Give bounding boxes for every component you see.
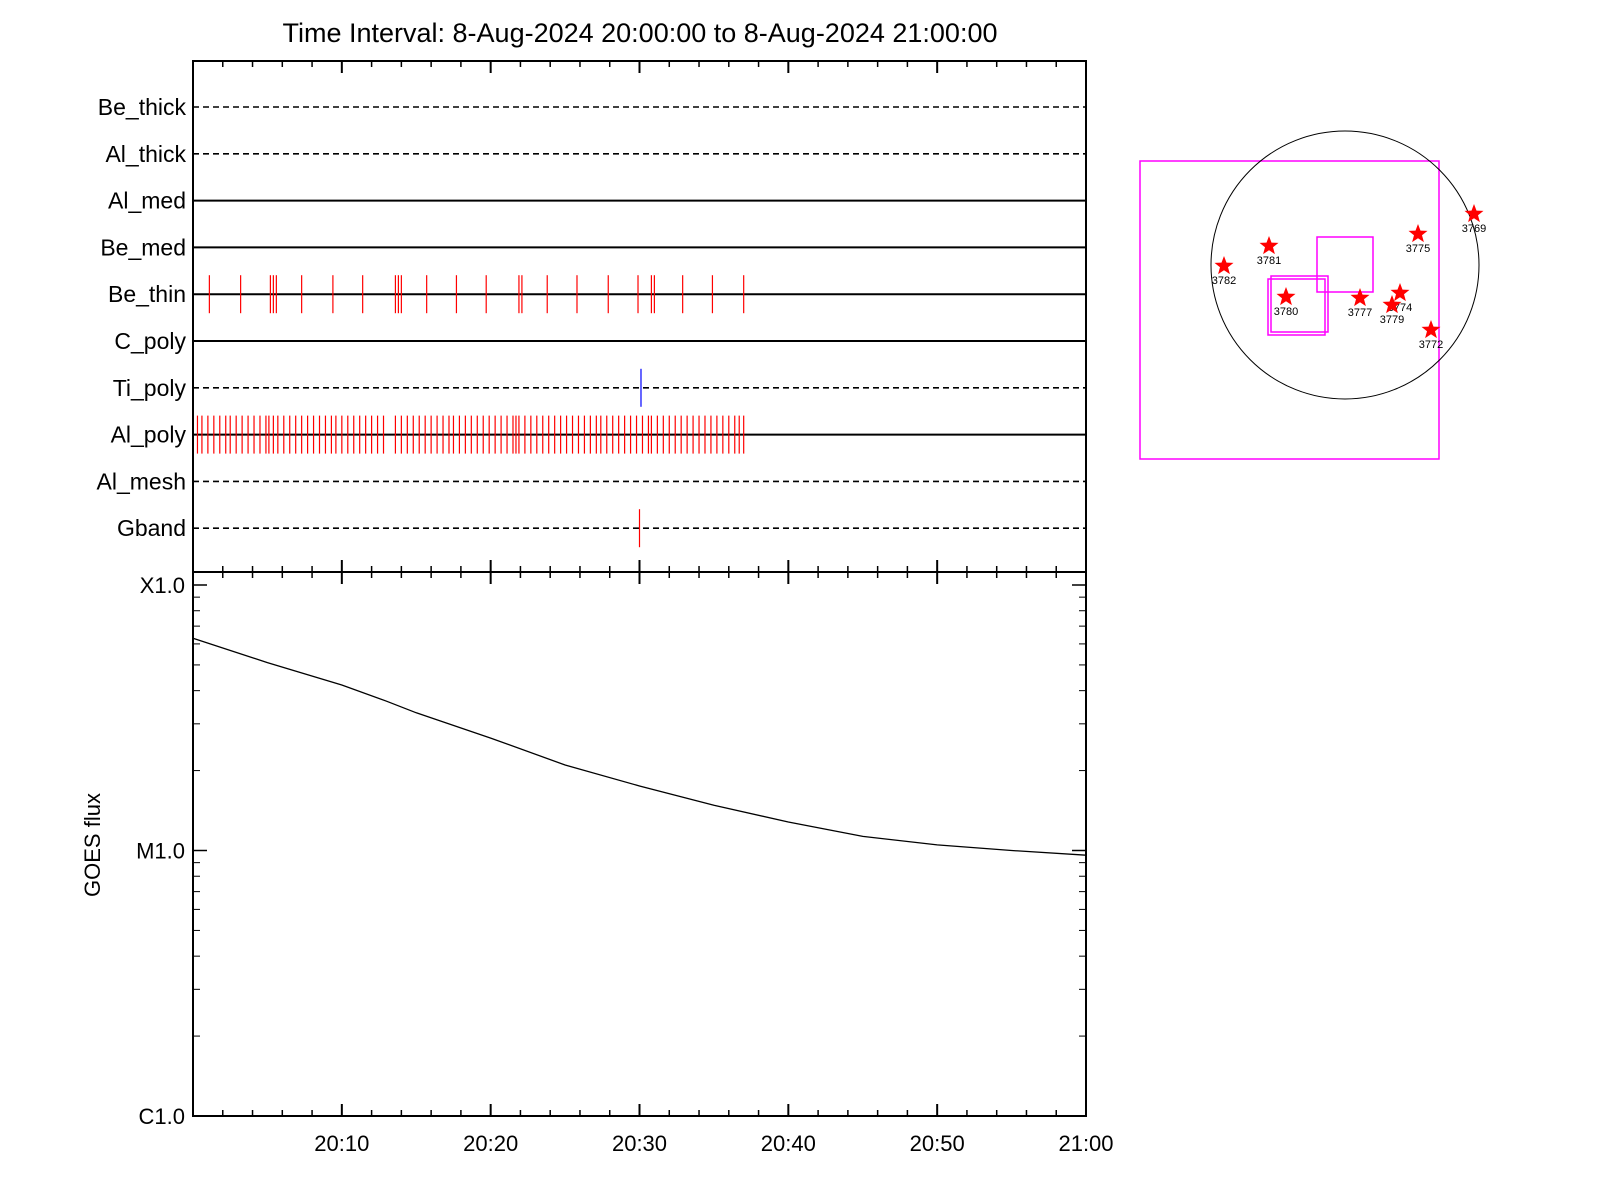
active-region-3779: 3779: [1380, 295, 1404, 326]
region-label: 3779: [1380, 314, 1404, 326]
region-star-icon: [1259, 236, 1279, 255]
region-label: 3782: [1212, 275, 1236, 287]
timeline-row-al_mesh: Al_mesh: [97, 468, 1086, 494]
region-label: 3777: [1348, 307, 1372, 319]
timeline-row-label: Al_mesh: [97, 468, 186, 494]
timeline-row-be_thick: Be_thick: [98, 94, 1086, 120]
timeline-row-label: Be_thick: [98, 94, 187, 120]
timeline-row-label: Al_med: [108, 188, 186, 214]
timeline-row-al_med: Al_med: [108, 188, 1086, 214]
region-star-icon: [1464, 204, 1484, 223]
active-region-3777: 3777: [1348, 288, 1372, 319]
goes-x-tick-label: 20:10: [314, 1131, 369, 1156]
filter-timeline-panel: Be_thick Al_thick Al_med Be_med Be_thin C_pol…: [97, 60, 1087, 573]
region-star-icon: [1350, 288, 1370, 307]
goes-y-axis-label: GOES flux: [80, 793, 105, 897]
fov-box-large: [1139, 160, 1440, 460]
region-label: 3775: [1406, 243, 1430, 255]
fov-box-small-1: [1267, 278, 1326, 336]
timeline-row-be_thin: Be_thin: [108, 275, 1086, 314]
goes-x-tick-label: 20:30: [612, 1131, 667, 1156]
active-region-3782: 3782: [1212, 256, 1236, 287]
goes-x-tick-label: 20:20: [463, 1131, 518, 1156]
goes-x-tick-label: 20:50: [910, 1131, 965, 1156]
timeline-row-label: C_poly: [114, 328, 186, 354]
timeline-row-label: Ti_poly: [113, 375, 187, 401]
solar-disk: [1210, 130, 1480, 400]
region-label: 3781: [1257, 255, 1281, 267]
fov-box-small-2: [1270, 275, 1329, 333]
timeline-row-label: Be_med: [100, 234, 186, 260]
active-region-3775: 3775: [1406, 224, 1430, 255]
timeline-row-be_med: Be_med: [100, 234, 1086, 260]
region-label: 3772: [1419, 339, 1443, 351]
goes-y-tick-label: C1.0: [139, 1104, 185, 1129]
timeline-frame: [192, 60, 1087, 573]
region-star-icon: [1421, 320, 1441, 339]
timeline-row-label: Gband: [117, 515, 186, 541]
timeline-row-c_poly: C_poly: [114, 328, 1086, 354]
timeline-row-label: Al_thick: [105, 141, 186, 167]
region-star-icon: [1390, 283, 1410, 302]
timeline-ticks: [192, 61, 1087, 572]
active-region-3772: 3772: [1419, 320, 1443, 351]
fov-box-center: [1316, 236, 1374, 293]
timeline-row-label: Be_thin: [108, 281, 186, 307]
active-region-3780: 3780: [1274, 287, 1298, 318]
goes-flux-panel: X1.0 M1.0 C1.0 20:10 20:20 20:30 20:40 20:50 21…: [80, 571, 1114, 1156]
timeline-rows: Be_thick Al_thick Al_med Be_med Be_thin C_pol…: [97, 94, 1086, 548]
timeline-row-ti_poly: Ti_poly: [113, 368, 1086, 407]
goes-frame: [192, 571, 1087, 1117]
region-star-icon: [1214, 256, 1234, 275]
region-star-icon: [1276, 287, 1296, 306]
goes-series: [192, 637, 1087, 856]
goes-flux-line: [192, 637, 1087, 856]
chart-title: Time Interval: 8-Aug-2024 20:00:00 to 8-…: [283, 18, 998, 48]
timeline-row-al_poly: Al_poly: [111, 415, 1086, 454]
goes-x-ticks: 20:10 20:20 20:30 20:40 20:50 21:00: [192, 572, 1114, 1156]
goes-x-tick-label: 20:40: [761, 1131, 816, 1156]
timeline-row-al_thick: Al_thick: [105, 141, 1086, 167]
timeline-row-label: Al_poly: [111, 422, 187, 448]
region-star-icon: [1382, 295, 1402, 314]
timeline-row-gband: Gband: [117, 509, 1086, 548]
region-star-icon: [1408, 224, 1428, 243]
goes-y-tick-label: M1.0: [136, 839, 185, 864]
active-region-3769: 3769: [1462, 204, 1486, 235]
goes-x-tick-label: 21:00: [1058, 1131, 1113, 1156]
region-label: 3780: [1274, 306, 1298, 318]
active-region-3781: 3781: [1257, 236, 1281, 267]
goes-y-tick-label: X1.0: [140, 573, 185, 598]
region-label: 3769: [1462, 223, 1486, 235]
goes-y-ticks: X1.0 M1.0 C1.0: [136, 573, 1086, 1129]
